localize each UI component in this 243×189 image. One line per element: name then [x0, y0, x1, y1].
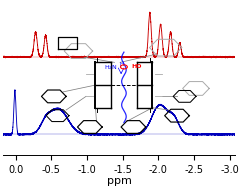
Text: H: H [119, 62, 123, 67]
Text: HO: HO [131, 64, 141, 69]
X-axis label: ppm: ppm [107, 176, 131, 186]
Text: $\rm{H_2N}$: $\rm{H_2N}$ [104, 63, 118, 72]
